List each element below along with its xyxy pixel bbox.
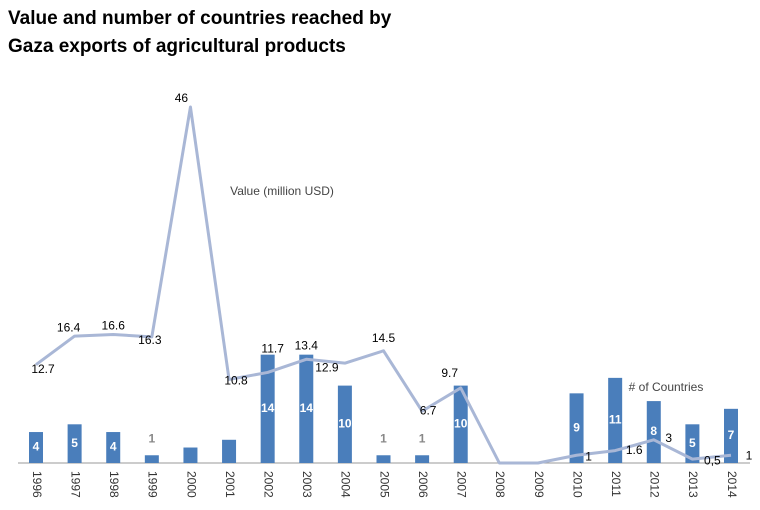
bar: [29, 432, 43, 463]
bar: [260, 354, 275, 463]
line-value-label: 12.7: [31, 362, 55, 376]
x-tick-label: 2000: [184, 471, 198, 498]
bar-value-label: 10: [454, 416, 468, 430]
bar: [337, 385, 352, 463]
bar: [144, 455, 159, 463]
bar: [415, 455, 430, 463]
bar-value-label: 1: [380, 431, 387, 445]
bar-value-label: 4: [110, 440, 117, 454]
line-value-label: 3: [665, 431, 672, 445]
line-value-label: 16.4: [57, 320, 81, 334]
bar: [646, 401, 661, 463]
line-value-label: 1.6: [626, 443, 643, 457]
x-tick-label: 2012: [648, 471, 662, 498]
bar-value-label: 14: [261, 401, 275, 415]
line-value-label: 13.4: [295, 338, 319, 352]
line-value-label: 12.9: [315, 360, 339, 374]
bar-value-label: 14: [300, 401, 314, 415]
x-tick-label: 2013: [686, 471, 700, 498]
bar: [106, 432, 121, 463]
bar-value-label: 5: [689, 436, 696, 450]
x-tick-label: 2005: [377, 471, 391, 498]
bar-value-label: 5: [71, 436, 78, 450]
bar: [569, 393, 584, 463]
value-line: [35, 105, 732, 465]
chart-title: Value and number of countries reached by: [8, 8, 392, 29]
series-annotation: Value (million USD): [230, 184, 334, 198]
bar: [183, 447, 198, 463]
bar: [299, 354, 314, 463]
line-value-label: 16.6: [102, 319, 126, 333]
x-tick-label: 2008: [493, 471, 507, 498]
bar-value-label: 4: [33, 440, 40, 454]
series-annotation: # of Countries: [629, 380, 704, 394]
bar-value-label: 10: [338, 416, 352, 430]
bar: [608, 377, 623, 463]
bar-value-label: 9: [573, 420, 580, 434]
x-tick-label: 1999: [146, 471, 160, 498]
x-tick-label: 2006: [416, 471, 430, 498]
bar: [376, 455, 391, 463]
line-value-label: 11.7: [261, 342, 284, 356]
x-tick-label: 2010: [570, 471, 584, 498]
line-value-label: 9.7: [441, 366, 458, 380]
bar: [453, 385, 468, 463]
bar-value-label: 11: [609, 413, 622, 427]
x-tick-label: 2001: [223, 471, 237, 498]
x-tick-label: 1997: [68, 471, 82, 498]
x-tick-label: 2007: [455, 471, 469, 498]
x-tick-label: 2003: [300, 471, 314, 498]
line-value-label: 0,5: [704, 453, 721, 467]
line-value-label: 6.7: [420, 403, 437, 417]
bar: [222, 439, 237, 463]
bar: [67, 424, 82, 463]
x-tick-label: 1996: [30, 471, 44, 498]
x-tick-label: 2009: [532, 471, 546, 498]
line-value-label: 16.3: [138, 333, 162, 347]
line-value-label: 14.5: [372, 331, 396, 345]
bar: [724, 408, 738, 463]
bar-value-label: 1: [148, 431, 155, 445]
bar: [685, 424, 700, 463]
bar-value-label: 1: [419, 431, 426, 445]
x-tick-label: 2002: [261, 471, 275, 498]
x-tick-label: 2004: [339, 471, 353, 498]
bar-value-label: 8: [650, 424, 657, 438]
line-value-label: 46: [175, 91, 189, 105]
line-value-label: 10.8: [224, 374, 248, 388]
line-value-label: 1: [585, 449, 592, 463]
x-tick-label: 2011: [609, 471, 623, 497]
x-tick-label: 1998: [107, 471, 121, 498]
chart-title: Gaza exports of agricultural products: [8, 36, 346, 57]
bar-value-label: 7: [728, 428, 735, 442]
x-tick-label: 2014: [725, 471, 739, 498]
line-value-label: 1: [746, 448, 753, 462]
